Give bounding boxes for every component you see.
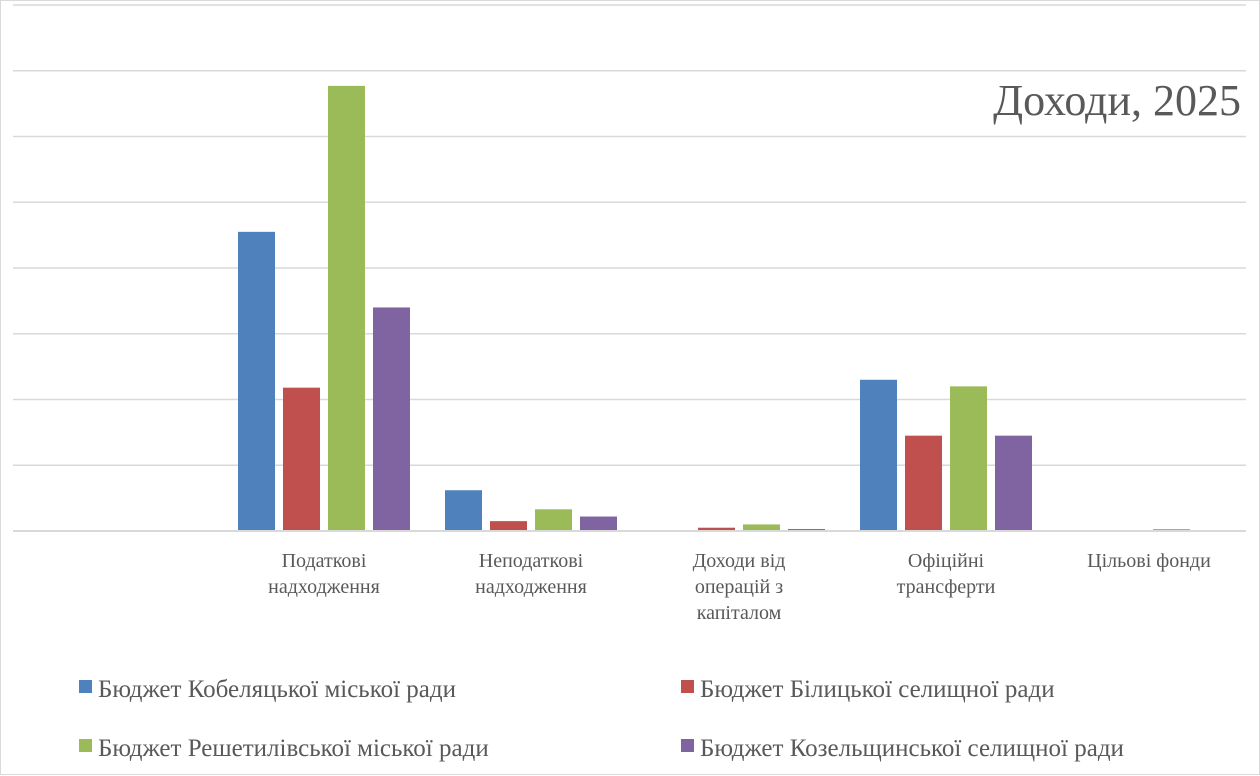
legend-swatch-3	[79, 739, 92, 752]
legend-label-4: Бюджет Козельщинської селищної ради	[700, 735, 1124, 762]
legend-swatch-4	[681, 739, 694, 752]
bar-2-4	[905, 435, 942, 531]
x-axis: Податкові надходження Неподаткові надходжен…	[13, 530, 1246, 624]
chart-title: Доходи, 2025	[993, 76, 1241, 125]
bars	[238, 85, 1190, 531]
bar-1-1	[238, 231, 275, 531]
legend: Бюджет Кобеляцької міської ради Бюджет Бі…	[79, 676, 1124, 762]
bar-4-2	[580, 516, 617, 531]
bar-2-1	[283, 387, 320, 531]
legend-swatch-1	[79, 680, 92, 693]
bar-4-1	[373, 307, 410, 531]
bar-2-3	[698, 527, 735, 531]
bar-3-3	[743, 524, 780, 531]
legend-label-1: Бюджет Кобеляцької міської ради	[98, 676, 456, 703]
bar-4-4	[995, 435, 1032, 531]
x-tick-label: Доходи від операцій з капіталом	[693, 550, 786, 624]
bar-2-2	[490, 521, 527, 531]
bar-3-1	[328, 85, 365, 531]
bar-3-2	[535, 509, 572, 531]
x-tick-label: Цільові фонди	[1087, 550, 1211, 572]
bar-1-4	[860, 379, 897, 531]
gridlines	[13, 4, 1246, 466]
legend-label-2: Бюджет Білицької селищної ради	[700, 676, 1055, 703]
x-tick-label: Неподаткові надходження	[475, 550, 587, 598]
bar-3-4	[950, 386, 987, 531]
legend-swatch-2	[681, 680, 694, 693]
x-tick-label: Податкові надходження	[268, 550, 380, 598]
bar-1-2	[445, 490, 482, 531]
legend-label-3: Бюджет Решетилівської міської ради	[98, 735, 489, 762]
x-tick-label: Офіційні трансферти	[897, 550, 996, 598]
